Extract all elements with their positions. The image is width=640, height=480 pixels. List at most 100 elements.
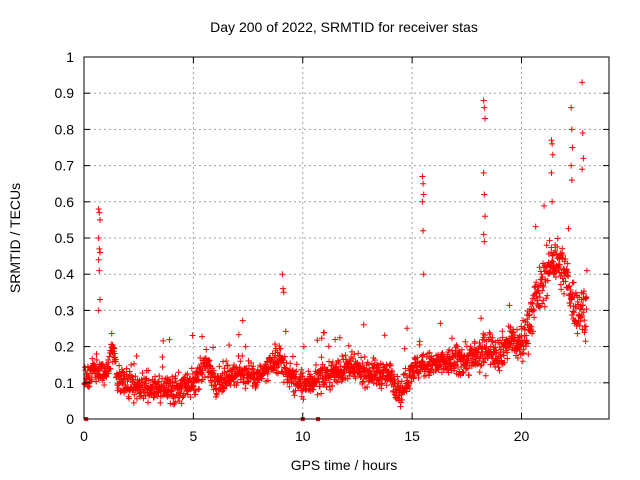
data-point	[123, 371, 130, 378]
data-point	[214, 391, 220, 398]
data-point	[112, 356, 119, 363]
data-point	[318, 390, 325, 397]
data-point	[552, 274, 559, 281]
y-axis-label: SRMTID / TECUs	[7, 183, 23, 293]
data-point	[504, 349, 511, 356]
data-point	[127, 372, 134, 379]
data-point	[559, 252, 566, 259]
data-point	[500, 352, 507, 359]
data-point	[95, 206, 102, 213]
data-point	[291, 392, 298, 399]
data-point	[312, 362, 319, 369]
data-point	[426, 349, 433, 356]
data-point	[178, 385, 185, 392]
data-point	[554, 244, 561, 251]
data-point	[572, 289, 579, 296]
data-point	[499, 334, 506, 341]
data-point	[282, 328, 289, 335]
data-point	[358, 354, 365, 361]
data-point	[486, 329, 493, 336]
data-point	[171, 400, 178, 407]
data-point	[420, 191, 427, 198]
data-point	[400, 371, 407, 378]
data-point	[419, 198, 426, 205]
y-tick-label: 1	[66, 49, 74, 65]
data-point	[323, 384, 330, 391]
data-point	[145, 367, 152, 374]
y-tick-label: 0.3	[55, 302, 75, 318]
data-point	[237, 358, 244, 365]
data-point	[157, 399, 164, 406]
data-point	[189, 332, 196, 339]
data-point	[571, 309, 577, 316]
data-point	[95, 307, 102, 314]
data-point	[130, 399, 137, 406]
data-point	[187, 394, 194, 401]
data-point	[481, 191, 488, 198]
data-point	[496, 337, 503, 344]
data-point	[276, 342, 283, 349]
data-point	[95, 256, 102, 263]
data-point	[552, 247, 559, 254]
data-point	[581, 317, 588, 324]
data-point	[86, 383, 93, 390]
data-point	[166, 336, 173, 343]
data-point	[178, 400, 185, 407]
data-point	[131, 391, 138, 398]
data-point	[403, 388, 410, 395]
data-point	[264, 377, 271, 384]
data-point	[569, 291, 576, 298]
data-point	[106, 353, 113, 360]
data-point	[336, 334, 343, 341]
data-point	[216, 363, 223, 370]
data-point	[293, 361, 300, 368]
data-point	[559, 245, 566, 252]
data-point	[568, 177, 575, 184]
data-point	[437, 320, 444, 327]
data-point	[329, 359, 336, 366]
data-point	[568, 162, 575, 169]
data-point	[344, 375, 351, 382]
data-point	[451, 362, 458, 369]
data-point	[454, 343, 461, 350]
data-point	[180, 393, 187, 400]
data-point	[504, 355, 511, 362]
data-point	[226, 342, 233, 349]
data-point	[129, 373, 136, 380]
data-point	[403, 374, 410, 381]
data-point	[523, 337, 530, 344]
data-point	[280, 289, 287, 296]
data-point	[480, 231, 487, 238]
data-point	[280, 357, 287, 364]
data-point	[305, 368, 312, 375]
data-point	[160, 337, 167, 344]
data-point	[321, 380, 328, 387]
data-point	[119, 368, 126, 375]
data-point	[530, 328, 537, 335]
data-point	[514, 326, 521, 333]
data-point	[132, 373, 139, 380]
data-point	[252, 383, 259, 390]
data-point	[314, 391, 321, 398]
data-point	[281, 353, 288, 360]
data-point	[210, 344, 217, 351]
data-point	[299, 369, 306, 376]
data-point	[481, 115, 488, 122]
data-point	[423, 353, 430, 360]
data-point	[466, 372, 472, 379]
data-point	[438, 369, 445, 376]
data-point	[117, 388, 124, 395]
data-point	[168, 388, 175, 395]
data-point	[573, 304, 580, 311]
data-point	[520, 350, 527, 357]
data-point	[169, 379, 176, 386]
data-point	[561, 290, 568, 297]
data-point	[139, 370, 146, 377]
data-point	[565, 225, 572, 232]
data-point	[569, 144, 576, 151]
data-point	[298, 366, 305, 373]
data-point	[172, 373, 179, 380]
data-point	[334, 379, 341, 386]
data-point	[394, 383, 401, 390]
data-point	[286, 366, 293, 373]
